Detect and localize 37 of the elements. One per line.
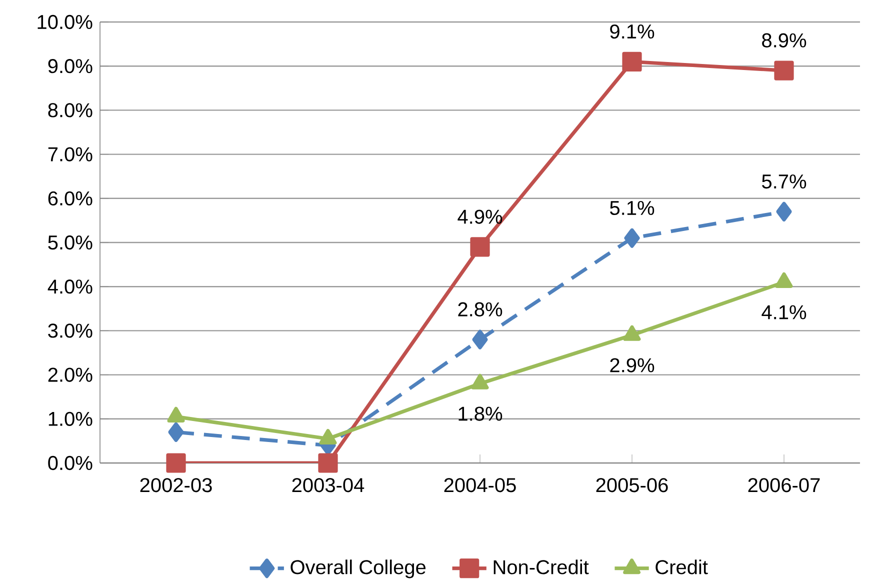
data-label: 5.7%: [762, 174, 806, 189]
y-tick-label: 0.0%: [48, 456, 92, 470]
y-tick-label: 10.0%: [38, 14, 92, 30]
data-label: 2.8%: [458, 302, 502, 316]
x-tick-label: 2003-04: [292, 478, 364, 492]
y-tick-label: 7.0%: [48, 147, 92, 162]
point: [318, 453, 338, 473]
y-tick-label: 6.0%: [48, 191, 92, 206]
point: [472, 330, 488, 350]
legend-label: Credit: [656, 560, 708, 574]
x-tick-label: 2006-07: [748, 478, 820, 492]
data-label: 4.9%: [458, 210, 502, 224]
x-tick-label: 2005-06: [596, 478, 668, 492]
y-tick-label: 2.0%: [48, 368, 92, 382]
data-label: 4.1%: [762, 305, 806, 320]
point: [624, 228, 640, 248]
data-label: 1.8%: [458, 406, 502, 421]
point: [774, 60, 794, 80]
point: [776, 202, 792, 222]
legend-label: Overall College: [290, 560, 426, 578]
y-tick-label: 9.0%: [48, 59, 92, 74]
x-tick-label: 2004-05: [444, 478, 516, 492]
y-tick-label: 3.0%: [48, 324, 92, 338]
x-tick-label: 2002-03: [140, 478, 212, 492]
point: [622, 52, 642, 72]
y-tick-label: 4.0%: [48, 280, 92, 294]
data-label: 5.1%: [610, 200, 654, 216]
point: [168, 422, 184, 442]
data-label: 2.9%: [610, 358, 654, 372]
data-label: 9.1%: [610, 24, 654, 39]
point: [166, 453, 186, 473]
legend-label: Non-Credit: [494, 560, 589, 574]
y-tick-label: 1.0%: [48, 412, 92, 426]
y-tick-label: 8.0%: [48, 103, 92, 118]
point: [470, 237, 490, 257]
y-tick-label: 5.0%: [48, 235, 92, 250]
data-label: 8.9%: [762, 33, 806, 48]
